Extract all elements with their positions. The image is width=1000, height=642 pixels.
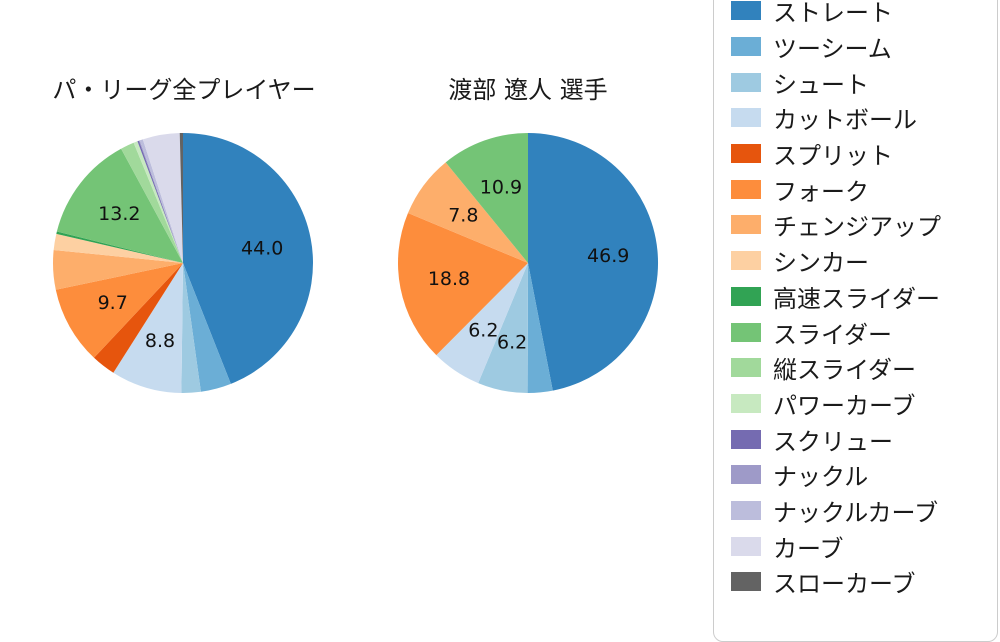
legend-item: ナックル bbox=[731, 457, 997, 493]
pie-slice bbox=[53, 249, 183, 290]
slice-value-label: 6.2 bbox=[497, 332, 527, 354]
legend-item-label: カーブ bbox=[773, 534, 844, 563]
legend-item-label: チェンジアップ bbox=[773, 213, 941, 242]
slice-value-label: 10.9 bbox=[480, 177, 522, 199]
slice-value-label: 9.7 bbox=[98, 292, 128, 314]
legend-color-swatch bbox=[731, 72, 761, 92]
legend-item-label: フォーク bbox=[773, 177, 869, 206]
legend-color-swatch bbox=[731, 286, 761, 306]
pie-slice bbox=[139, 139, 183, 263]
pie-slice bbox=[436, 263, 528, 384]
legend-color-swatch bbox=[731, 358, 761, 378]
legend-item-label: シュート bbox=[773, 70, 869, 99]
pie-slice bbox=[56, 148, 183, 263]
slice-value-label: 18.8 bbox=[428, 268, 470, 290]
pie-slice bbox=[528, 133, 659, 391]
legend-item-label: カットボール bbox=[773, 106, 917, 135]
legend-item: ストレート bbox=[731, 0, 997, 29]
slice-value-label: 13.2 bbox=[98, 203, 140, 225]
pie-slice bbox=[142, 133, 183, 263]
slice-value-label: 44.0 bbox=[241, 237, 283, 259]
legend-color-swatch bbox=[731, 251, 761, 271]
legend-item-label: スライダー bbox=[773, 320, 893, 349]
legend-item: 高速スライダー bbox=[731, 279, 997, 315]
slice-value-label: 7.8 bbox=[448, 204, 478, 226]
legend-item: スプリット bbox=[731, 136, 997, 172]
legend: ストレートツーシームシュートカットボール スプリットフォークチェンジアップ シンカー… bbox=[713, 0, 998, 642]
legend-item-label: スクリュー bbox=[773, 427, 893, 456]
pie-slice bbox=[121, 142, 183, 263]
legend-color-swatch bbox=[731, 108, 761, 128]
legend-item: チェンジアップ bbox=[731, 207, 997, 243]
pie-slice bbox=[527, 263, 553, 394]
legend-item: シンカー bbox=[731, 243, 997, 279]
legend-color-swatch bbox=[731, 393, 761, 413]
pie-slice bbox=[53, 233, 183, 263]
legend-item: パワーカーブ bbox=[731, 386, 997, 422]
pie-slice bbox=[407, 162, 528, 263]
pie-slice bbox=[137, 140, 183, 263]
legend-color-swatch bbox=[731, 1, 761, 21]
pie-slice bbox=[138, 140, 183, 263]
pie-slice bbox=[181, 263, 201, 394]
pie-chart-league: 44.0 8.8 9.7 13.2 bbox=[53, 132, 314, 394]
legend-color-swatch bbox=[731, 37, 761, 57]
pie-slice bbox=[478, 263, 528, 393]
legend-color-swatch bbox=[731, 322, 761, 342]
legend-item: フォーク bbox=[731, 171, 997, 207]
legend-item-label: スプリット bbox=[773, 142, 893, 171]
slice-value-label: 46.9 bbox=[587, 245, 629, 267]
legend-item: シュート bbox=[731, 64, 997, 100]
legend-item: スローカーブ bbox=[731, 564, 997, 600]
pie-slice bbox=[183, 263, 231, 392]
legend-item-label: ナックル bbox=[773, 463, 869, 492]
legend-color-swatch bbox=[731, 572, 761, 592]
legend-items: ストレートツーシームシュートカットボール スプリットフォークチェンジアップ シンカー… bbox=[731, 0, 997, 600]
legend-item-label: スローカーブ bbox=[773, 570, 916, 599]
pie-slice bbox=[397, 213, 528, 356]
legend-item: スクリュー bbox=[731, 421, 997, 457]
legend-color-swatch bbox=[731, 465, 761, 485]
legend-item: スライダー bbox=[731, 314, 997, 350]
pie-slice bbox=[94, 263, 183, 373]
legend-color-swatch bbox=[731, 215, 761, 235]
slice-value-label: 6.2 bbox=[468, 320, 498, 342]
pie-title-player: 渡部 遼人 選手 bbox=[448, 76, 608, 104]
legend-item-label: シンカー bbox=[773, 249, 869, 278]
legend-item-label: ナックルカーブ bbox=[773, 498, 939, 527]
pie-slice bbox=[113, 263, 183, 393]
pie-slice bbox=[133, 141, 183, 263]
pie-slice bbox=[183, 133, 314, 384]
legend-color-swatch bbox=[731, 144, 761, 164]
legend-item-label: ツーシーム bbox=[773, 35, 892, 64]
pie-slice bbox=[179, 132, 183, 263]
legend-item: ツーシーム bbox=[731, 29, 997, 65]
pie-chart-player: 46.9 6.26.2 18.8 7.810.9 bbox=[397, 133, 659, 394]
pie-slice bbox=[55, 263, 183, 358]
legend-item-label: ストレート bbox=[773, 0, 893, 28]
legend-item: カットボール bbox=[731, 100, 997, 136]
pie-title-league: パ・リーグ全プレイヤー bbox=[52, 76, 316, 104]
legend-color-swatch bbox=[731, 500, 761, 520]
pie-slice bbox=[56, 231, 184, 263]
legend-item-label: 高速スライダー bbox=[773, 284, 941, 313]
legend-item-label: 縦スライダー bbox=[773, 356, 917, 385]
legend-item: カーブ bbox=[731, 528, 997, 564]
legend-color-swatch bbox=[731, 179, 761, 199]
legend-color-swatch bbox=[731, 536, 761, 556]
legend-item: ナックルカーブ bbox=[731, 493, 997, 529]
legend-item: 縦スライダー bbox=[731, 350, 997, 386]
legend-item-label: パワーカーブ bbox=[773, 391, 916, 420]
legend-color-swatch bbox=[731, 429, 761, 449]
pie-slice bbox=[445, 133, 528, 263]
slice-value-label: 8.8 bbox=[145, 330, 175, 352]
